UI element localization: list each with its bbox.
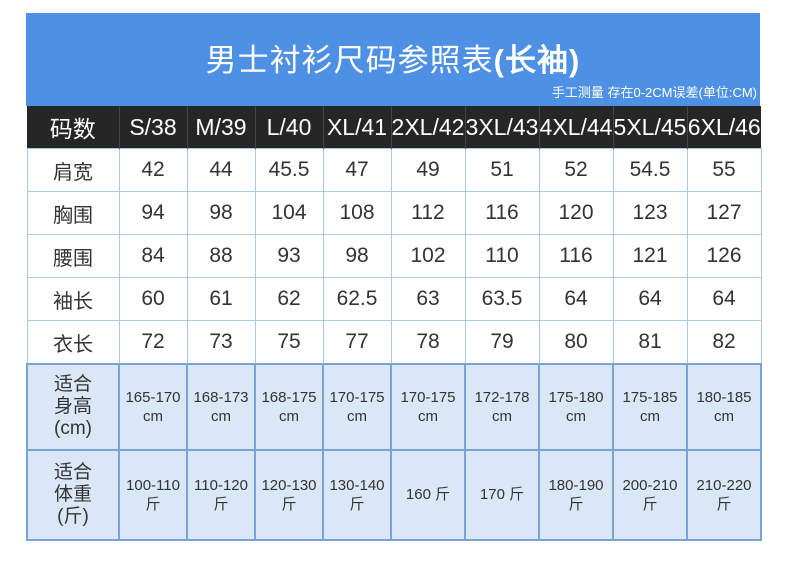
value-cell-waist-xl-41: 98: [322, 234, 392, 278]
value-cell-garment-length-2xl-42: 78: [390, 320, 466, 365]
value-cell-fit-height-s-38: 165-170 cm: [118, 363, 188, 451]
value-cell-sleeve-length-3xl-43: 63.5: [464, 277, 540, 321]
value-cell-chest-2xl-42: 112: [390, 191, 466, 235]
header-cell-size-8: 5XL/45: [612, 106, 687, 149]
value-cell-chest-5xl-45: 123: [612, 191, 688, 235]
header-cell-size-code: 码数: [27, 106, 119, 149]
value-cell-fit-height-4xl-44: 175-180 cm: [538, 363, 614, 451]
value-cell-fit-height-3xl-43: 172-178 cm: [464, 363, 540, 451]
table-row-chest: 胸围 94 98 104 108 112 116 120 123 127: [26, 191, 762, 235]
value-cell-shoulder-width-m-39: 44: [186, 148, 256, 192]
row-label-waist: 腰围: [26, 234, 120, 278]
header-cell-size-4: XL/41: [322, 106, 391, 149]
value-cell-shoulder-width-2xl-42: 49: [390, 148, 466, 192]
table-row-sleeve-length: 袖长 60 61 62 62.5 63 63.5 64 64 64: [26, 277, 762, 321]
value-cell-shoulder-width-s-38: 42: [118, 148, 188, 192]
table-row-garment-length: 衣长 72 73 75 77 78 79 80 81 82: [26, 320, 762, 365]
row-label-sleeve-length: 袖长: [26, 277, 120, 321]
value-cell-sleeve-length-l-40: 62: [254, 277, 324, 321]
value-cell-garment-length-4xl-44: 80: [538, 320, 614, 365]
value-cell-garment-length-5xl-45: 81: [612, 320, 688, 365]
value-cell-waist-3xl-43: 110: [464, 234, 540, 278]
value-cell-fit-height-5xl-45: 175-185 cm: [612, 363, 688, 451]
table-row-waist: 腰围 84 88 93 98 102 110 116 121 126: [26, 234, 762, 278]
table-header-row: 码数 S/38 M/39 L/40 XL/41 2XL/42 3XL/43 4XL/44 5XL…: [27, 106, 761, 149]
value-cell-garment-length-m-39: 73: [186, 320, 256, 365]
value-cell-sleeve-length-s-38: 60: [118, 277, 188, 321]
value-cell-shoulder-width-4xl-44: 52: [538, 148, 614, 192]
value-cell-chest-6xl-46: 127: [686, 191, 762, 235]
value-cell-garment-length-s-38: 72: [118, 320, 188, 365]
header-cell-size-2: M/39: [186, 106, 255, 149]
value-cell-fit-weight-m-39: 110-120 斤: [186, 449, 256, 541]
title-banner: 男士衬衫尺码参照表(长袖) 手工测量 存在0-2CM误差(单位:CM): [26, 13, 760, 106]
value-cell-fit-weight-l-40: 120-130 斤: [254, 449, 324, 541]
row-label-chest: 胸围: [26, 191, 120, 235]
value-cell-chest-xl-41: 108: [322, 191, 392, 235]
value-cell-fit-height-m-39: 168-173 cm: [186, 363, 256, 451]
row-label-garment-length: 衣长: [26, 320, 120, 365]
value-cell-fit-height-2xl-42: 170-175 cm: [390, 363, 466, 451]
value-cell-waist-s-38: 84: [118, 234, 188, 278]
value-cell-chest-s-38: 94: [118, 191, 188, 235]
value-cell-garment-length-l-40: 75: [254, 320, 324, 365]
value-cell-fit-weight-4xl-44: 180-190 斤: [538, 449, 614, 541]
table-row-fit-weight: 适合 体重 (斤) 100-110 斤 110-120 斤 120-130 斤 130-…: [26, 449, 762, 541]
value-cell-fit-height-l-40: 168-175 cm: [254, 363, 324, 451]
value-cell-fit-weight-xl-41: 130-140 斤: [322, 449, 392, 541]
value-cell-sleeve-length-2xl-42: 63: [390, 277, 466, 321]
value-cell-chest-l-40: 104: [254, 191, 324, 235]
size-table: 码数 S/38 M/39 L/40 XL/41 2XL/42 3XL/43 4XL/44 5XL…: [26, 106, 762, 541]
value-cell-shoulder-width-xl-41: 47: [322, 148, 392, 192]
page-title-main: 男士衬衫尺码参照表: [205, 43, 494, 78]
value-cell-shoulder-width-5xl-45: 54.5: [612, 148, 688, 192]
value-cell-garment-length-xl-41: 77: [322, 320, 392, 365]
header-cell-size-7: 4XL/44: [538, 106, 613, 149]
header-cell-size-9: 6XL/46: [686, 106, 761, 149]
value-cell-fit-height-6xl-46: 180-185 cm: [686, 363, 762, 451]
value-cell-sleeve-length-5xl-45: 64: [612, 277, 688, 321]
value-cell-chest-m-39: 98: [186, 191, 256, 235]
header-cell-size-6: 3XL/43: [464, 106, 539, 149]
value-cell-waist-6xl-46: 126: [686, 234, 762, 278]
row-label-shoulder-width: 肩宽: [26, 148, 120, 192]
row-label-fit-weight: 适合 体重 (斤): [26, 449, 120, 541]
value-cell-shoulder-width-l-40: 45.5: [254, 148, 324, 192]
value-cell-waist-m-39: 88: [186, 234, 256, 278]
row-label-fit-height: 适合 身高 (cm): [26, 363, 120, 451]
page-title-suffix: (长袖): [493, 43, 581, 78]
value-cell-fit-weight-s-38: 100-110 斤: [118, 449, 188, 541]
value-cell-sleeve-length-m-39: 61: [186, 277, 256, 321]
value-cell-shoulder-width-3xl-43: 51: [464, 148, 540, 192]
value-cell-chest-4xl-44: 120: [538, 191, 614, 235]
value-cell-sleeve-length-4xl-44: 64: [538, 277, 614, 321]
value-cell-fit-weight-3xl-43: 170 斤: [464, 449, 540, 541]
value-cell-fit-weight-6xl-46: 210-220 斤: [686, 449, 762, 541]
value-cell-fit-height-xl-41: 170-175 cm: [322, 363, 392, 451]
table-row-shoulder-width: 肩宽 42 44 45.5 47 49 51 52 54.5 55: [26, 148, 762, 192]
value-cell-waist-2xl-42: 102: [390, 234, 466, 278]
value-cell-waist-l-40: 93: [254, 234, 324, 278]
value-cell-garment-length-3xl-43: 79: [464, 320, 540, 365]
value-cell-sleeve-length-6xl-46: 64: [686, 277, 762, 321]
value-cell-sleeve-length-xl-41: 62.5: [322, 277, 392, 321]
value-cell-chest-3xl-43: 116: [464, 191, 540, 235]
header-cell-size-1: S/38: [118, 106, 187, 149]
value-cell-fit-weight-5xl-45: 200-210 斤: [612, 449, 688, 541]
measurement-note: 手工测量 存在0-2CM误差(单位:CM): [551, 85, 757, 100]
value-cell-garment-length-6xl-46: 82: [686, 320, 762, 365]
value-cell-fit-weight-2xl-42: 160 斤: [390, 449, 466, 541]
header-cell-size-5: 2XL/42: [390, 106, 465, 149]
value-cell-waist-4xl-44: 116: [538, 234, 614, 278]
header-cell-size-3: L/40: [254, 106, 323, 149]
value-cell-waist-5xl-45: 121: [612, 234, 688, 278]
table-row-fit-height: 适合 身高 (cm) 165-170 cm 168-173 cm 168-175 cm…: [26, 363, 762, 451]
page-title: 男士衬衫尺码参照表(长袖): [26, 35, 760, 80]
value-cell-shoulder-width-6xl-46: 55: [686, 148, 762, 192]
